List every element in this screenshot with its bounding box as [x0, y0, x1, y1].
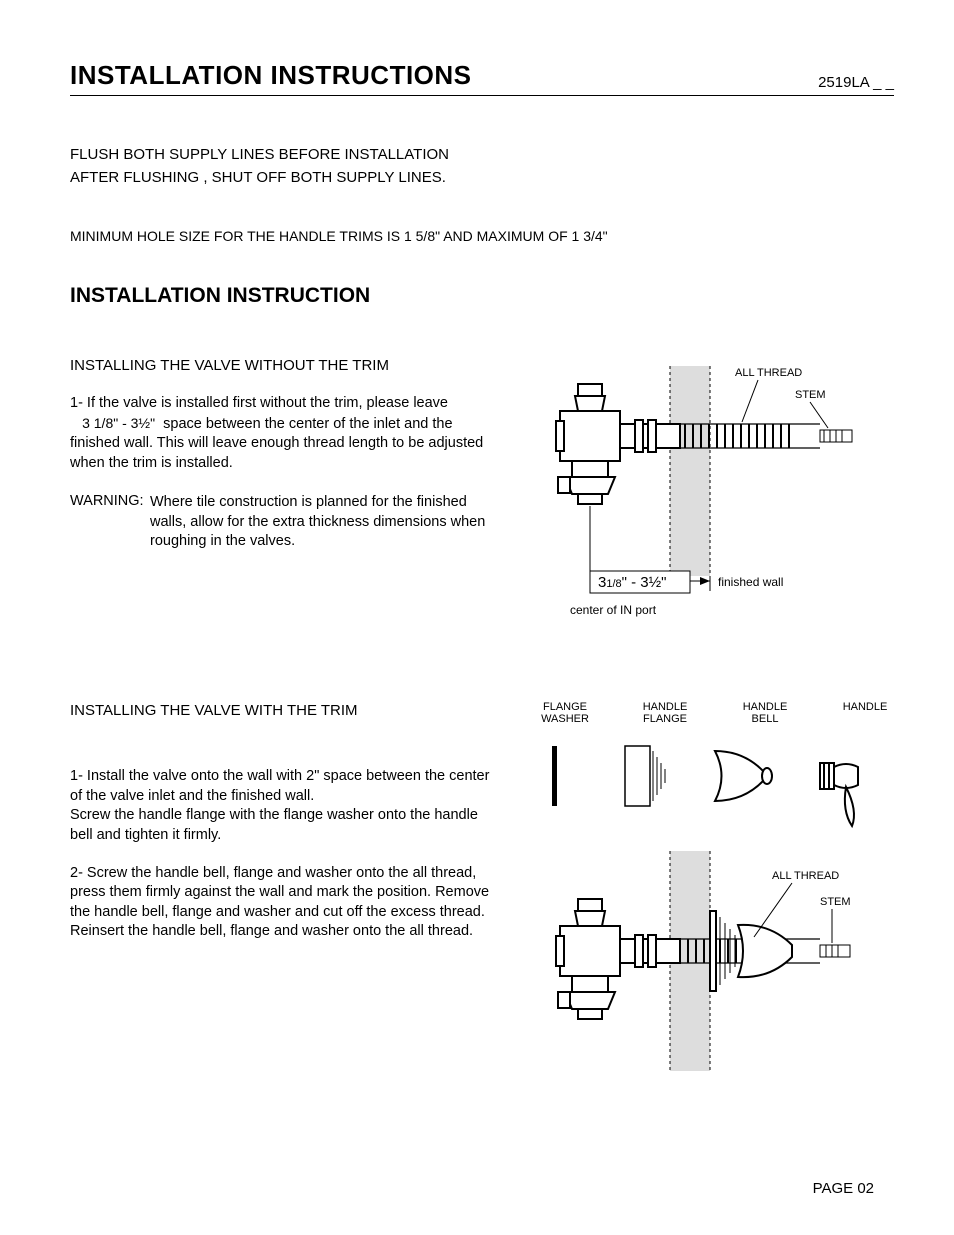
model-number: 2519LA _ _ — [818, 74, 894, 91]
label-stem-2: STEM — [820, 896, 851, 908]
figure-1: ALL THREAD STEM 31/8" - 3½" finished wal… — [520, 356, 894, 646]
step-a1: 1- If the valve is installed first witho… — [70, 394, 500, 473]
label-allthread-2: ALL THREAD — [772, 870, 839, 882]
label-flange-washer: FLANGE WASHER — [530, 701, 600, 725]
page-number: PAGE 02 — [813, 1180, 874, 1197]
label-finished-wall: finished wall — [718, 575, 783, 589]
intro-block: FLUSH BOTH SUPPLY LINES BEFORE INSTALLAT… — [70, 146, 894, 186]
section-b: INSTALLING THE VALVE WITH THE TRIM 1- In… — [70, 701, 894, 1101]
section-a: INSTALLING THE VALVE WITHOUT THE TRIM 1-… — [70, 356, 894, 646]
step-b2: 2- Screw the handle bell, flange and was… — [70, 864, 500, 942]
label-handle-flange: HANDLE FLANGE — [630, 701, 700, 725]
subheading-a: INSTALLING THE VALVE WITHOUT THE TRIM — [70, 356, 500, 376]
label-handle: HANDLE — [830, 701, 900, 725]
step-b1: 1- Install the valve onto the wall with … — [70, 767, 500, 845]
figure-2: FLANGE WASHER HANDLE FLANGE HANDLE BELL … — [520, 701, 900, 1101]
page-header: INSTALLATION INSTRUCTIONS 2519LA _ _ — [70, 60, 894, 96]
warning-a: WARNING: Where tile construction is plan… — [70, 492, 500, 552]
intro-line-2: AFTER FLUSHING , SHUT OFF BOTH SUPPLY LI… — [70, 169, 894, 186]
label-allthread: ALL THREAD — [735, 367, 802, 379]
label-stem: STEM — [795, 389, 826, 401]
intro-line-1: FLUSH BOTH SUPPLY LINES BEFORE INSTALLAT… — [70, 146, 894, 163]
label-handle-bell: HANDLE BELL — [730, 701, 800, 725]
page-title: INSTALLATION INSTRUCTIONS — [70, 60, 472, 91]
section-heading: INSTALLATION INSTRUCTION — [70, 284, 894, 308]
label-center-port: center of IN port — [570, 603, 657, 617]
hole-size-note: MINIMUM HOLE SIZE FOR THE HANDLE TRIMS I… — [70, 228, 894, 244]
parts-labels: FLANGE WASHER HANDLE FLANGE HANDLE BELL … — [520, 701, 900, 725]
subheading-b: INSTALLING THE VALVE WITH THE TRIM — [70, 701, 500, 721]
